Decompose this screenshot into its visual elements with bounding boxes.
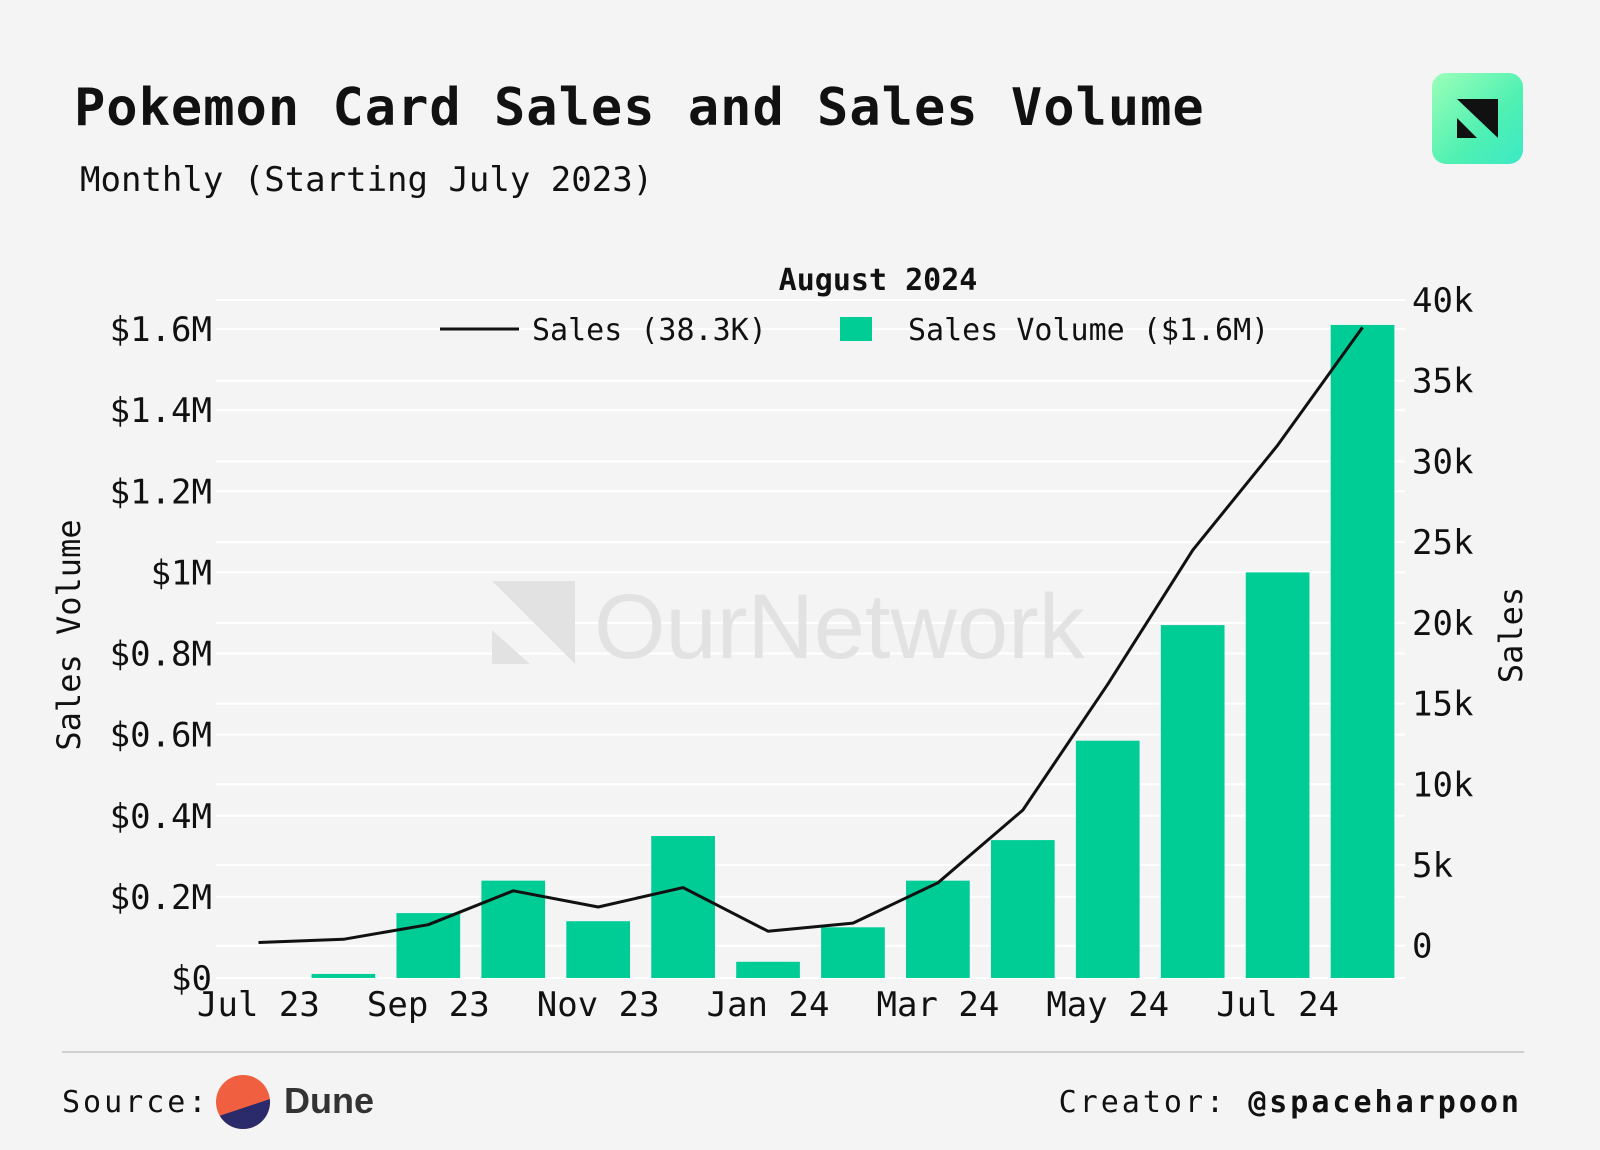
right-tick-label: 30k <box>1412 442 1473 482</box>
watermark: OurNetwork <box>492 576 1086 678</box>
source-label: Source: <box>62 1085 210 1120</box>
sales-line-group <box>258 326 1364 944</box>
right-axis-label: Sales <box>1492 587 1530 683</box>
bar-feb-24 <box>821 927 885 978</box>
x-tick-label: May 24 <box>1046 985 1169 1025</box>
bar-apr-24 <box>990 840 1055 978</box>
source-name: Dune <box>284 1080 374 1121</box>
creator-credit: Creator: @spaceharpoon <box>1059 1085 1522 1120</box>
x-axis-ticks: Jul 23 Sep 23 Nov 23 Jan 24 Mar 24 May 24 Jul … <box>197 985 1339 1025</box>
creator-handle: @spaceharpoon <box>1248 1085 1522 1120</box>
bar-may-24 <box>1075 740 1140 978</box>
bar-jul-24 <box>1245 572 1310 978</box>
chart-inner-title: August 2024 <box>779 263 978 298</box>
x-tick-label: Jul 24 <box>1216 985 1339 1025</box>
right-tick-label: 40k <box>1412 281 1473 321</box>
bar-jan-24 <box>736 961 800 978</box>
legend: Sales (38.3K) Sales Volume ($1.6M) <box>440 313 1269 348</box>
bar-aug-24 <box>1330 324 1395 979</box>
right-tick-label: 0 <box>1412 927 1432 967</box>
footer-divider <box>62 1051 1524 1053</box>
dune-logo-icon <box>216 1075 270 1129</box>
bar-dec-23 <box>651 836 715 978</box>
right-tick-label: 15k <box>1412 685 1473 725</box>
legend-volume-swatch <box>840 317 872 341</box>
right-axis-ticks: 0 5k 10k 15k 20k 25k 30k 35k 40k <box>1412 281 1473 967</box>
left-tick-label: $0.6M <box>110 716 212 756</box>
left-tick-label: $0.4M <box>110 797 212 837</box>
ournetwork-logo-icon <box>1457 99 1498 138</box>
right-tick-label: 20k <box>1412 604 1473 644</box>
x-tick-label: Sep 23 <box>367 985 490 1025</box>
bar-jun-24 <box>1160 625 1225 978</box>
right-tick-label: 25k <box>1412 523 1473 563</box>
bar-oct-23 <box>481 880 546 978</box>
x-tick-label: Mar 24 <box>876 985 999 1025</box>
x-tick-label: Nov 23 <box>537 985 660 1025</box>
left-tick-label: $0 <box>171 959 212 999</box>
left-axis-label: Sales Volume <box>50 519 88 750</box>
right-tick-label: 35k <box>1412 362 1473 402</box>
left-tick-label: $0.2M <box>110 878 212 918</box>
ournetwork-logo <box>1432 73 1523 164</box>
left-tick-label: $1.6M <box>110 310 212 350</box>
watermark-text: OurNetwork <box>594 576 1086 678</box>
left-tick-label: $1M <box>151 553 212 593</box>
chart-subtitle: Monthly (Starting July 2023) <box>80 160 654 200</box>
legend-volume-label: Sales Volume ($1.6M) <box>908 313 1269 348</box>
bar-mar-24 <box>906 880 970 978</box>
bar-sep-23 <box>396 913 461 978</box>
legend-sales-label: Sales (38.3K) <box>532 313 767 348</box>
left-tick-label: $1.4M <box>110 391 212 431</box>
right-tick-label: 10k <box>1412 765 1473 805</box>
right-tick-label: 5k <box>1412 846 1453 886</box>
x-tick-label: Jul 23 <box>197 985 320 1025</box>
left-tick-label: $1.2M <box>110 472 212 512</box>
left-axis-ticks: $0 $0.2M $0.4M $0.6M $0.8M $1M $1.2M $1.4M $1.6M <box>110 310 212 999</box>
left-tick-label: $0.8M <box>110 635 212 675</box>
bar-nov-23 <box>566 921 631 978</box>
bar-aug-23 <box>311 973 376 978</box>
x-tick-label: Jan 24 <box>707 985 830 1025</box>
sales-line <box>258 326 1364 944</box>
chart-title: Pokemon Card Sales and Sales Volume <box>74 78 1205 138</box>
sales-volume-bars <box>311 324 1395 979</box>
creator-label: Creator: <box>1058 1085 1228 1120</box>
chart-canvas: OurNetwork $0 $0.2M $0.4M $0.6M $0.8M $1M $1.2… <box>50 263 1530 1025</box>
